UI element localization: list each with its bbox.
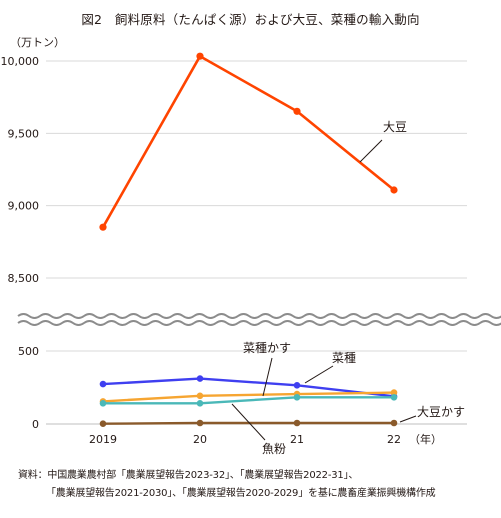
series-line: [102, 377, 395, 398]
data-point: [99, 420, 107, 428]
x-tick-label: 22: [387, 433, 401, 446]
data-point: [293, 382, 301, 389]
y-tick-label: 10,000: [1, 55, 40, 68]
data-point: [390, 419, 398, 427]
label-leader-line: [359, 139, 383, 163]
series-label: 大豆かす: [417, 405, 465, 419]
data-point: [390, 186, 398, 194]
y-tick-label: 8,500: [8, 272, 40, 285]
data-point: [196, 400, 204, 407]
label-leader-line: [231, 403, 266, 441]
label-leader-line: [262, 357, 273, 397]
data-point: [99, 223, 107, 231]
data-point: [293, 107, 301, 115]
x-axis-unit-label: （年）: [409, 432, 442, 446]
source-note-line-2: 「農業展望報告2021-2030」、「農業展望報告2020-2029」を基に農畜…: [46, 488, 436, 499]
x-tick-labels: 2019 20 21 22 （年）: [89, 432, 442, 446]
y-tick-labels: 8,500 9,000 9,500 10,000 0 500: [1, 55, 40, 431]
data-point: [99, 400, 107, 407]
y-tick-label: 9,500: [8, 127, 40, 140]
series-label: 大豆: [383, 120, 407, 134]
chart-title: 図2 飼料原料（たんぱく源）および大豆、菜種の輸入動向: [81, 12, 420, 27]
data-point: [196, 419, 204, 427]
data-point: [390, 389, 398, 396]
series-line: [103, 396, 394, 405]
x-tick-label: 2019: [89, 433, 117, 446]
y-axis-unit-label: （万トン）: [10, 36, 65, 49]
series-line: [101, 54, 395, 228]
gridlines: [46, 60, 467, 425]
series-lines: [101, 54, 395, 425]
data-point: [196, 375, 204, 382]
label-leader-line: [304, 365, 334, 384]
y-tick-label: 9,000: [8, 200, 40, 213]
data-point: [293, 394, 301, 401]
series-label: 菜種: [332, 351, 356, 365]
break-wave-bottom: [17, 320, 501, 326]
axis-break-mark: [17, 313, 501, 326]
data-point: [390, 394, 398, 401]
y-tick-label: 0: [32, 418, 39, 431]
series-line: [102, 421, 394, 425]
x-tick-label: 21: [290, 433, 304, 446]
y-tick-label: 500: [18, 345, 39, 358]
data-point: [99, 380, 107, 388]
series-label: 魚粉: [262, 442, 286, 456]
data-point: [196, 392, 204, 400]
series-points: [99, 52, 398, 428]
series-label: 菜種かす: [243, 341, 291, 355]
x-tick-label: 20: [193, 433, 207, 446]
data-point: [196, 52, 204, 60]
break-wave-top: [17, 313, 501, 319]
source-note-line-1: 資料：中国農業農村部「農業展望報告2023-32」、「農業展望報告2022-31…: [18, 470, 359, 481]
series-line: [102, 391, 395, 403]
label-leader-line: [399, 415, 417, 423]
data-point: [293, 419, 301, 427]
